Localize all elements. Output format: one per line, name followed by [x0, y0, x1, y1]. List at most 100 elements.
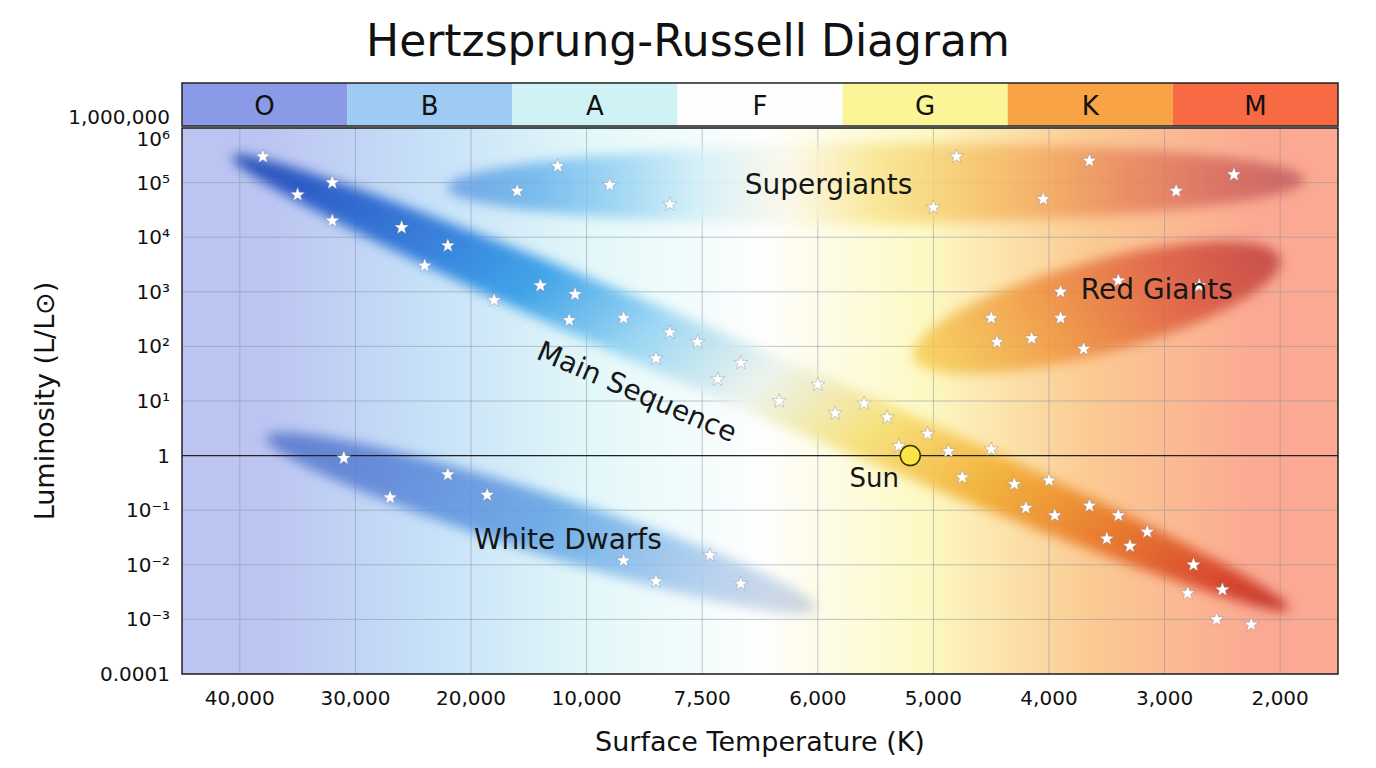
- spectral-class-box: [512, 83, 677, 126]
- spectral-class-label: O: [254, 91, 274, 121]
- star: [256, 149, 270, 163]
- star: [920, 426, 934, 440]
- star: [383, 490, 397, 504]
- x-tick-label: 30,000: [320, 686, 390, 710]
- star: [663, 197, 677, 211]
- spectral-class-label: B: [421, 91, 439, 121]
- star: [1100, 531, 1114, 545]
- star: [568, 287, 582, 301]
- spectral-class-label: K: [1082, 91, 1100, 121]
- star: [1019, 500, 1033, 514]
- x-axis-title: Surface Temperature (K): [595, 726, 925, 757]
- chart-title: Hertzsprung-Russell Diagram: [366, 15, 1010, 66]
- spectral-class-box: [677, 83, 842, 126]
- sun-label: Sun: [850, 463, 899, 493]
- x-tick-label: 4,000: [1020, 686, 1077, 710]
- star: [441, 238, 455, 252]
- star: [562, 313, 576, 327]
- x-tick-label: 20,000: [436, 686, 506, 710]
- x-tick-label: 3,000: [1136, 686, 1193, 710]
- star: [551, 159, 565, 173]
- region-labels: Main SequenceSupergiantsRed GiantsWhite …: [474, 168, 1233, 557]
- sun-marker: [900, 446, 920, 466]
- y-grid-line: [182, 346, 1338, 347]
- star: [710, 372, 724, 386]
- star: [649, 351, 663, 365]
- star: [984, 442, 998, 456]
- star: [1169, 184, 1183, 198]
- star: [395, 220, 409, 234]
- star: [1036, 192, 1050, 206]
- spectral-strip-frame: [182, 83, 1338, 126]
- region-label: Main Sequence: [532, 334, 742, 449]
- chart: OBAFGKM40,00030,00020,00010,0007,5006,00…: [0, 0, 1376, 768]
- y-tick-label: 10¹: [137, 389, 170, 413]
- region-band: [258, 408, 826, 637]
- spectral-class-label: A: [586, 91, 604, 121]
- x-tick-label: 40,000: [205, 686, 275, 710]
- star: [926, 200, 940, 214]
- plot-frame: [182, 128, 1338, 674]
- y-tick-label: 10⁻¹: [126, 498, 170, 522]
- y-grid-line: [182, 510, 1338, 511]
- region-label: Red Giants: [1081, 273, 1233, 306]
- regions: [220, 128, 1304, 638]
- y-tick-label: 10⁵: [137, 171, 170, 195]
- spectral-class-box: [1008, 83, 1173, 126]
- star: [1042, 473, 1056, 487]
- y-grid-line: [182, 455, 1338, 456]
- y-tick-label: 10⁶: [137, 127, 170, 151]
- star: [828, 406, 842, 420]
- region-label: Supergiants: [745, 168, 913, 201]
- y-tick-label: 1,000,000: [68, 105, 170, 129]
- y-grid-line: [182, 237, 1338, 238]
- spectral-strip: OBAFGKM: [182, 83, 1338, 126]
- y-tick-label: 1: [157, 444, 170, 468]
- star: [616, 311, 630, 325]
- star: [1007, 477, 1021, 491]
- x-tick-label: 2,000: [1252, 686, 1309, 710]
- star: [1048, 508, 1062, 522]
- star: [1244, 617, 1258, 631]
- star: [325, 175, 339, 189]
- y-tick-label: 10³: [137, 280, 170, 304]
- star: [880, 410, 894, 424]
- star: [941, 444, 955, 458]
- spectral-class-box: [843, 83, 1008, 126]
- star: [1053, 284, 1067, 298]
- data-area: [182, 128, 1338, 638]
- x-tick-labels: 40,00030,00020,00010,0007,5006,0005,0004…: [205, 686, 1309, 710]
- spectral-class-label: G: [915, 91, 935, 121]
- star: [857, 396, 871, 410]
- star: [533, 278, 547, 292]
- star: [734, 576, 748, 590]
- star: [772, 394, 786, 408]
- x-tick-label: 10,000: [552, 686, 622, 710]
- star: [1077, 341, 1091, 355]
- star: [690, 335, 704, 349]
- star: [811, 377, 825, 391]
- x-tick-label: 6,000: [789, 686, 846, 710]
- y-tick-label: 10⁴: [137, 225, 170, 249]
- star: [1181, 586, 1195, 600]
- star: [734, 355, 748, 369]
- x-tick-label: 5,000: [905, 686, 962, 710]
- star: [663, 325, 677, 339]
- y-tick-label: 10²: [137, 334, 170, 358]
- star: [1025, 331, 1039, 345]
- star: [955, 470, 969, 484]
- star: [1140, 524, 1154, 538]
- star: [1082, 498, 1096, 512]
- star: [1053, 311, 1067, 325]
- spectral-class-box: [347, 83, 512, 126]
- star: [1209, 612, 1223, 626]
- spectral-class-label: F: [753, 91, 768, 121]
- star: [1215, 582, 1229, 596]
- star: [325, 213, 339, 227]
- spectral-class-box: [1173, 83, 1338, 126]
- region-band: [901, 214, 1292, 401]
- star: [487, 293, 501, 307]
- y-tick-labels: 0.000110⁻³10⁻²10⁻¹110¹10²10³10⁴10⁵10⁶1,0…: [68, 105, 170, 686]
- y-tick-label: 0.0001: [100, 662, 170, 686]
- star: [480, 487, 494, 501]
